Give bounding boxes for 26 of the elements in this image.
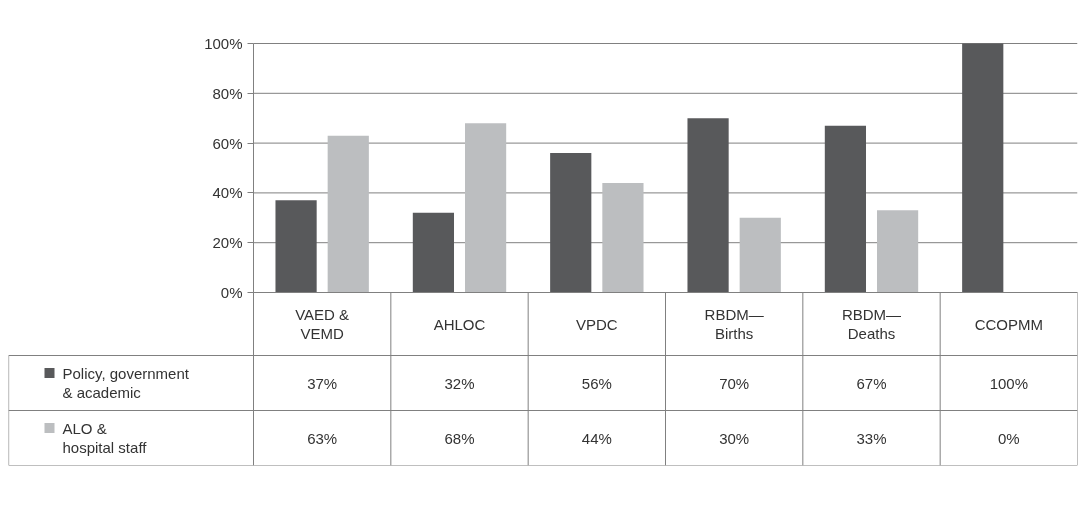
- data-label: 100%: [989, 374, 1029, 392]
- data-label: 33%: [856, 429, 887, 447]
- y-tick-label: 0%: [220, 284, 243, 301]
- data-label: 32%: [444, 374, 475, 392]
- data-label: 30%: [719, 429, 750, 447]
- data-label: 56%: [581, 374, 612, 392]
- data-label: 44%: [581, 429, 612, 447]
- legend-label: Policy, government & academic: [62, 365, 190, 401]
- x-tick-label: RBDM— Deaths: [841, 306, 902, 342]
- data-label: 68%: [444, 429, 475, 447]
- y-tick-label: 60%: [212, 134, 243, 152]
- data-label: 67%: [856, 374, 887, 392]
- legend-label: ALO & hospital staff: [62, 420, 148, 456]
- y-tick-label: 80%: [212, 84, 243, 102]
- x-tick-label: VAED & VEMD: [295, 306, 350, 342]
- x-tick-label: RBDM— Births: [704, 306, 764, 342]
- x-tick-label: VPDC: [576, 315, 618, 333]
- data-label: 63%: [307, 429, 338, 447]
- x-tick-label: CCOPMM: [974, 315, 1043, 333]
- data-label: 37%: [307, 374, 338, 392]
- x-tick-label: AHLOC: [433, 315, 486, 333]
- y-tick-label: 100%: [204, 35, 243, 52]
- data-label: 0%: [997, 429, 1020, 447]
- data-label: 70%: [719, 374, 750, 392]
- y-tick-label: 40%: [212, 184, 243, 202]
- y-tick-label: 20%: [212, 234, 243, 252]
